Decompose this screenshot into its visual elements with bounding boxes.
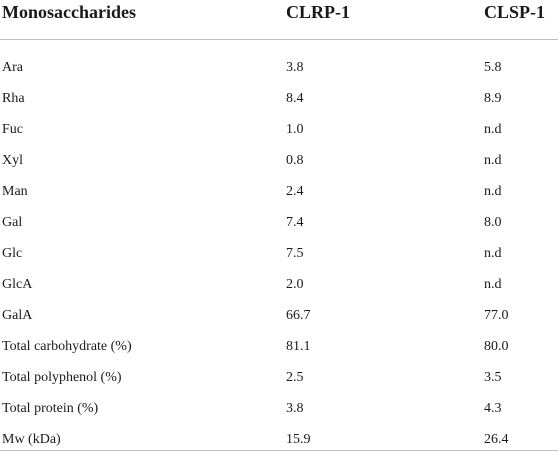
table-row: Fuc 1.0 n.d <box>0 114 558 145</box>
header-monosaccharides: Monosaccharides <box>2 2 136 22</box>
clrp-1-value: 3.8 <box>286 60 304 75</box>
table-row: Glc 7.5 n.d <box>0 238 558 269</box>
row-label: Mw (kDa) <box>2 432 61 447</box>
clrp-1-value: 7.4 <box>286 215 304 230</box>
clsp-1-value: n.d <box>484 184 502 199</box>
table-row: Mw (kDa) 15.9 26.4 <box>0 424 558 455</box>
clrp-1-value: 2.5 <box>286 370 304 385</box>
clrp-1-value: 2.0 <box>286 277 304 292</box>
header-clrp-1: CLRP-1 <box>286 2 350 22</box>
clsp-1-value: 26.4 <box>484 432 509 447</box>
bottom-divider <box>0 450 558 451</box>
clsp-1-value: 5.8 <box>484 60 502 75</box>
table-row: Ara 3.8 5.8 <box>0 52 558 83</box>
clrp-1-value: 3.8 <box>286 401 304 416</box>
row-label: Total polyphenol (%) <box>2 370 122 385</box>
table-row: GalA 66.7 77.0 <box>0 300 558 331</box>
table-row: Total carbohydrate (%) 81.1 80.0 <box>0 331 558 362</box>
clsp-1-value: 4.3 <box>484 401 502 416</box>
clrp-1-value: 1.0 <box>286 122 304 137</box>
row-label: Fuc <box>2 122 23 137</box>
row-label: Glc <box>2 246 23 261</box>
table-header: Monosaccharides CLRP-1 CLSP-1 <box>0 0 558 40</box>
table-row: Gal 7.4 8.0 <box>0 207 558 238</box>
row-label: Ara <box>2 60 23 75</box>
row-label: GalA <box>2 308 33 323</box>
clrp-1-value: 8.4 <box>286 91 304 106</box>
row-label: Total carbohydrate (%) <box>2 339 132 354</box>
row-label: Total protein (%) <box>2 401 99 416</box>
row-label: Gal <box>2 215 23 230</box>
clsp-1-value: n.d <box>484 246 502 261</box>
table-row: Xyl 0.8 n.d <box>0 145 558 176</box>
table-row: Rha 8.4 8.9 <box>0 83 558 114</box>
row-label: Man <box>2 184 28 199</box>
header-clsp-1: CLSP-1 <box>484 2 546 22</box>
table-row: Man 2.4 n.d <box>0 176 558 207</box>
table-row: Total protein (%) 3.8 4.3 <box>0 393 558 424</box>
clsp-1-value: 77.0 <box>484 308 509 323</box>
clrp-1-value: 7.5 <box>286 246 304 261</box>
clrp-1-value: 15.9 <box>286 432 311 447</box>
row-label: Xyl <box>2 153 23 168</box>
clrp-1-value: 66.7 <box>286 308 311 323</box>
clsp-1-value: 8.0 <box>484 215 502 230</box>
clrp-1-value: 0.8 <box>286 153 304 168</box>
clsp-1-value: 3.5 <box>484 370 502 385</box>
clsp-1-value: n.d <box>484 122 502 137</box>
row-label: GlcA <box>2 277 33 292</box>
clsp-1-value: n.d <box>484 277 502 292</box>
clrp-1-value: 81.1 <box>286 339 311 354</box>
clsp-1-value: n.d <box>484 153 502 168</box>
clrp-1-value: 2.4 <box>286 184 304 199</box>
row-label: Rha <box>2 91 25 106</box>
table-row: GlcA 2.0 n.d <box>0 269 558 300</box>
table-row: Total polyphenol (%) 2.5 3.5 <box>0 362 558 393</box>
clsp-1-value: 8.9 <box>484 91 502 106</box>
table-body: Ara 3.8 5.8 Rha 8.4 8.9 Fuc 1.0 n.d Xyl … <box>0 40 558 455</box>
clsp-1-value: 80.0 <box>484 339 509 354</box>
